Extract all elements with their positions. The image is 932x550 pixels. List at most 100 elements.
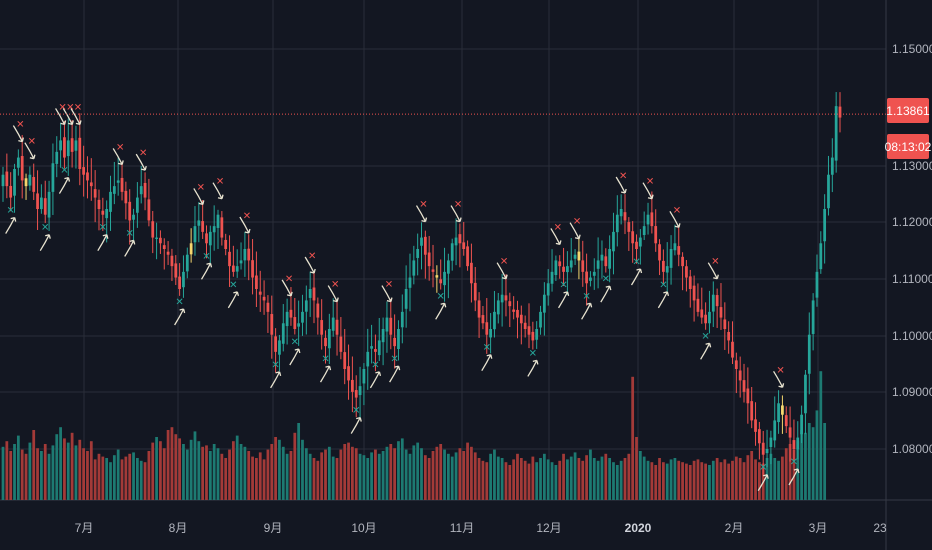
volume-bar	[719, 462, 723, 500]
sell-cross-marker: ✕	[500, 257, 508, 268]
candle-body	[504, 295, 508, 301]
candle-body	[631, 231, 635, 244]
volume-bar	[757, 462, 761, 500]
volume-bar	[781, 456, 784, 500]
sell-arrow-marker	[707, 262, 719, 280]
volume-bar	[400, 438, 404, 500]
volume-bar	[777, 460, 780, 500]
volume-bar	[105, 458, 109, 500]
candle-body	[727, 331, 731, 341]
sell-arrow-marker	[239, 216, 251, 234]
candle-body	[589, 277, 592, 281]
candle-body	[400, 311, 404, 328]
volume-bar	[604, 453, 608, 500]
candle-body	[97, 199, 101, 209]
buy-cross-marker: ✕	[529, 348, 537, 359]
candle-body	[324, 337, 327, 347]
volume-bar	[711, 460, 715, 500]
candle-body	[546, 283, 550, 296]
buy-arrow-marker	[600, 285, 612, 303]
volume-bar	[293, 432, 297, 500]
volume-bar	[243, 446, 247, 500]
time-tick-label: 2020	[625, 521, 652, 535]
buy-cross-marker: ✕	[582, 291, 590, 302]
candle-body	[174, 263, 178, 278]
volume-bar	[554, 465, 558, 500]
candle-body	[20, 156, 24, 181]
buy-cross-marker: ✕	[271, 360, 279, 371]
candle-body	[358, 386, 362, 396]
candle-body	[16, 157, 20, 168]
countdown-label: 08:13:02	[885, 140, 932, 154]
volume-bar	[566, 459, 569, 500]
candle-body	[377, 340, 381, 356]
candle-body	[804, 374, 807, 414]
volume-bar	[109, 462, 112, 500]
sell-cross-marker: ✕	[619, 171, 627, 182]
buy-arrow-marker	[97, 234, 109, 252]
candle-body	[235, 266, 239, 272]
buy-cross-marker: ✕	[202, 251, 210, 262]
buy-cross-marker: ✕	[6, 206, 14, 217]
volume-bar	[16, 435, 20, 500]
candle-body	[746, 388, 750, 404]
volume-bar	[208, 451, 212, 500]
volume-bar	[201, 446, 205, 500]
candle-body	[489, 329, 492, 338]
time-axis[interactable]: 7月 8月 9月 10月 11月 12月 2020 2月 3月 23	[75, 521, 887, 535]
sell-arrow-marker	[327, 285, 339, 303]
signal-markers: ✕ ✕ ✕ ✕ ✕ ✕ ✕ ✕ ✕ ✕ ✕ ✕ ✕ ✕ ✕ ✕ ✕ ✕ ✕ ✕ ✕ ✕ ✕ ✕ ✕ ✕ ✕ ✕ ✕ ✕ ✕ ✕ ✕ ✕ ✕ ✕ ✕ ✕ ✕ ✕…	[5, 102, 800, 492]
volume-bar	[124, 456, 128, 500]
candle-body	[427, 252, 431, 267]
sell-arrow-marker	[415, 205, 428, 223]
volume-bar	[86, 451, 89, 500]
volume-bar	[477, 458, 481, 500]
volume-bar	[182, 444, 185, 500]
volume-bar	[320, 452, 324, 500]
candle-body	[408, 277, 412, 288]
volume-bar	[654, 465, 658, 500]
buy-arrow-marker	[369, 371, 382, 389]
candle-body	[51, 163, 55, 192]
volume-bar	[504, 462, 508, 500]
candle-body	[462, 242, 466, 249]
volume-bar	[339, 449, 343, 500]
volume-bar	[673, 458, 677, 500]
buy-arrow-marker	[5, 216, 17, 234]
candle-body	[708, 311, 711, 324]
candle-body	[435, 275, 439, 278]
sell-cross-marker: ✕	[573, 217, 581, 228]
volume-bar	[815, 410, 819, 500]
volume-bar	[542, 453, 546, 500]
volume-bar	[685, 463, 688, 500]
candle-body	[243, 249, 247, 261]
candle-body	[673, 243, 677, 251]
countdown-badge	[887, 134, 929, 159]
volume-bar	[700, 462, 704, 500]
volume-bar	[481, 460, 485, 500]
candle-body	[143, 182, 147, 198]
sell-arrow-marker	[135, 153, 147, 171]
sell-cross-marker: ✕	[776, 365, 784, 376]
candle-body	[285, 311, 289, 327]
sell-arrow-marker	[304, 256, 316, 274]
volume-bar	[5, 441, 9, 500]
candle-body	[13, 169, 16, 196]
volume-bar	[443, 449, 446, 500]
candle-body	[481, 315, 485, 324]
volume-bar	[512, 459, 516, 500]
candle-body	[116, 180, 120, 183]
price-tick-label: 1.15000	[892, 42, 932, 56]
volume-bar	[627, 453, 631, 500]
volume-bar	[742, 462, 746, 500]
candle-body	[212, 226, 216, 233]
candle-body	[86, 172, 89, 181]
volume-bar	[374, 449, 377, 500]
price-axis[interactable]: 1.08000 1.09000 1.10000 1.11000 1.12000 1.130…	[892, 42, 932, 456]
candle-body	[550, 271, 554, 284]
volume-bar	[746, 455, 750, 500]
volume-bar	[255, 458, 258, 500]
candle-body	[412, 260, 416, 276]
candle-body	[811, 300, 815, 334]
